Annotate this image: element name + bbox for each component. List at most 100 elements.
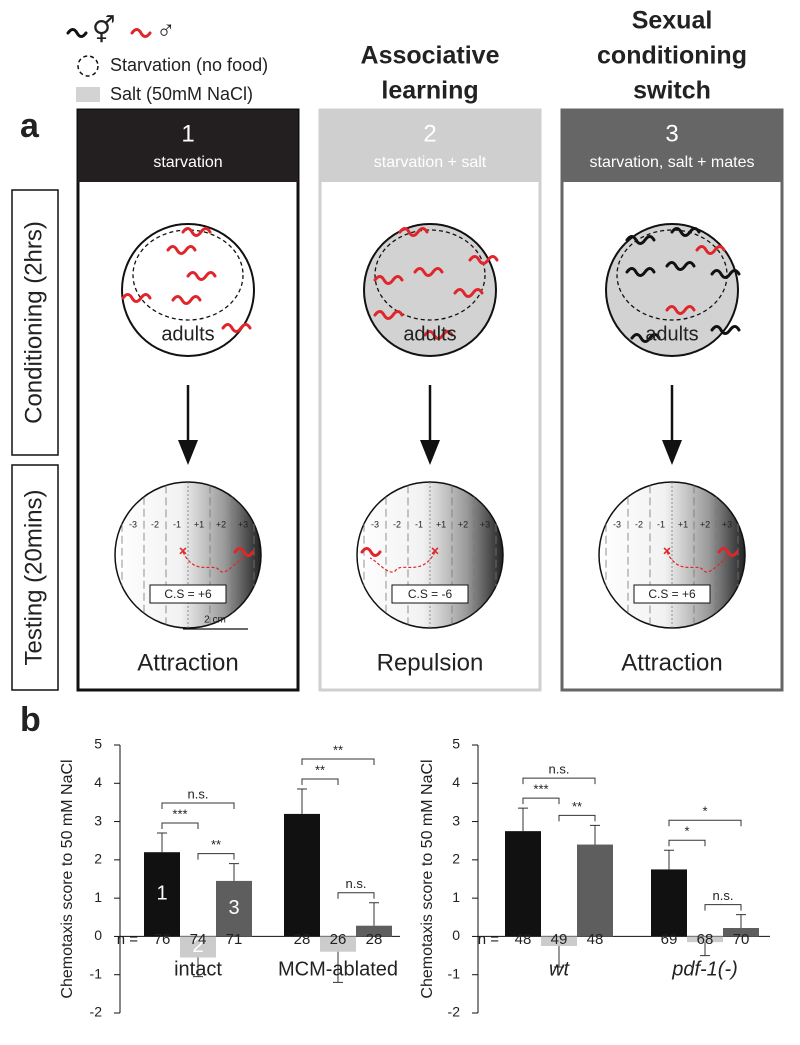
worm xyxy=(360,547,382,557)
significance-bracket xyxy=(161,802,235,810)
error-bar xyxy=(193,957,203,978)
bar xyxy=(651,869,687,937)
conditioning-plate xyxy=(363,223,497,357)
worm xyxy=(121,293,152,303)
significance-bracket xyxy=(704,904,742,911)
legend-text: Salt (50mM NaCl) xyxy=(110,84,253,104)
conditioning-plate xyxy=(121,223,255,357)
significance-label: *** xyxy=(172,806,187,821)
n-value: 28 xyxy=(294,931,311,948)
zone-label: -1 xyxy=(415,519,423,529)
worm xyxy=(221,323,252,333)
significance-bracket xyxy=(522,777,596,785)
column-title: Sexual xyxy=(632,7,713,35)
bar xyxy=(284,813,320,937)
error-bar xyxy=(297,788,307,814)
column-title: learning xyxy=(381,77,478,105)
n-value: 48 xyxy=(587,931,604,948)
significance-label: ** xyxy=(211,837,221,852)
legend-text: Starvation (no food) xyxy=(110,55,268,75)
chemotaxis-score: C.S = -6 xyxy=(408,587,453,601)
zone-label: -3 xyxy=(371,519,379,529)
y-axis-label: Chemotaxis score to 50 mM NaCl xyxy=(59,759,76,998)
score-box xyxy=(391,584,469,604)
zone-label: -2 xyxy=(393,519,401,529)
y-tick-label: 0 xyxy=(94,927,102,943)
worm xyxy=(66,28,88,38)
bar xyxy=(687,936,723,943)
worm xyxy=(717,547,739,557)
y-tick-label: -1 xyxy=(90,965,103,981)
zone-label: +3 xyxy=(238,519,248,529)
food-free-zone xyxy=(132,229,244,321)
worm xyxy=(710,269,741,279)
score-box xyxy=(633,584,711,604)
y-tick-label: 3 xyxy=(452,812,460,828)
y-tick-label: 3 xyxy=(94,812,102,828)
error-bar xyxy=(590,824,600,845)
significance-label: ** xyxy=(315,762,325,777)
error-bar xyxy=(700,942,710,957)
zone-label: -2 xyxy=(635,519,643,529)
bar xyxy=(541,936,577,946)
y-tick-label: -1 xyxy=(448,965,461,981)
significance-label: n.s. xyxy=(549,762,570,777)
significance-bracket xyxy=(337,892,375,899)
category-label: intact xyxy=(174,958,222,980)
bar-label: 3 xyxy=(228,897,239,919)
bar xyxy=(216,880,252,937)
y-tick-label: 1 xyxy=(452,889,460,905)
n-value: 76 xyxy=(154,931,171,948)
worm xyxy=(630,333,661,343)
significance-bracket xyxy=(161,822,199,830)
column-number: 3 xyxy=(665,120,678,147)
worm xyxy=(670,227,701,237)
bar xyxy=(144,852,180,937)
zone-label: +2 xyxy=(216,519,226,529)
column-title: conditioning xyxy=(597,42,747,70)
arrow-head xyxy=(178,440,198,465)
worm-track xyxy=(666,551,728,573)
row-label: Testing (20mins) xyxy=(20,489,47,665)
zone-label: +1 xyxy=(194,519,204,529)
bar xyxy=(505,831,541,937)
legend-starvation-icon xyxy=(77,55,99,77)
panel-letter: a xyxy=(20,107,40,145)
start-mark: × xyxy=(663,543,671,559)
y-tick-label: 0 xyxy=(452,927,460,943)
bar-label: 1 xyxy=(156,883,167,905)
plate-label: adults xyxy=(645,323,698,345)
zone-label: -1 xyxy=(173,519,181,529)
zone-label: +1 xyxy=(436,519,446,529)
food-free-zone xyxy=(374,229,486,321)
column-title: switch xyxy=(633,77,711,105)
worm xyxy=(413,267,444,277)
error-bar xyxy=(333,951,343,983)
n-value: 48 xyxy=(515,931,532,948)
error-bar xyxy=(736,914,746,929)
bar xyxy=(180,936,216,958)
n-value: 49 xyxy=(551,931,568,948)
y-tick-label: -2 xyxy=(90,1004,103,1020)
legend-symbol: ♂ xyxy=(156,15,176,45)
worm xyxy=(171,295,202,305)
worm xyxy=(398,227,429,237)
n-value: 28 xyxy=(366,931,383,948)
food-free-zone xyxy=(616,229,728,321)
score-box xyxy=(149,584,227,604)
worm xyxy=(130,28,152,38)
zone-label: -3 xyxy=(129,519,137,529)
worm xyxy=(710,325,741,335)
column-condition: starvation, salt + mates xyxy=(590,154,755,171)
significance-label: n.s. xyxy=(713,888,734,903)
zone-label: -3 xyxy=(613,519,621,529)
worm xyxy=(166,245,197,255)
worm xyxy=(233,547,255,557)
column-header xyxy=(320,110,540,182)
plate-label: adults xyxy=(403,323,456,345)
outcome: Attraction xyxy=(621,649,722,676)
y-tick-label: 1 xyxy=(94,889,102,905)
error-bar xyxy=(554,946,564,968)
zone-label: +2 xyxy=(700,519,710,529)
column-number: 2 xyxy=(423,120,436,147)
